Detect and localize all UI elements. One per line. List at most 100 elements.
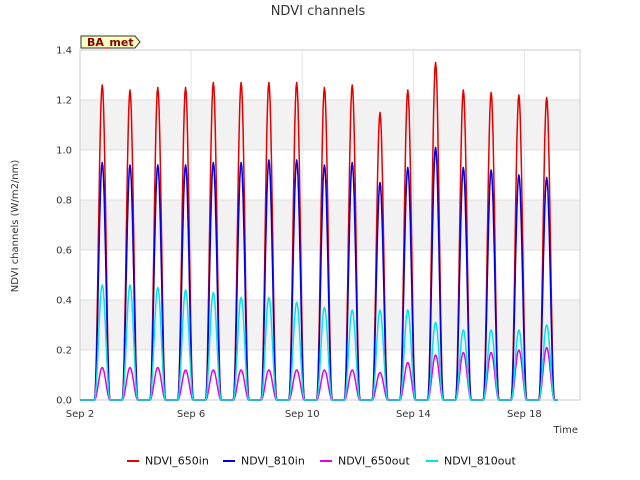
y-tick-label: 0.0 [56,396,72,407]
series-point [268,296,270,299]
series-point [296,369,298,371]
series-point [546,346,548,349]
x-tick-label: Sep 14 [396,409,431,420]
series-point [268,369,270,371]
series-point [323,86,326,89]
chart-title: NDVI channels [271,4,366,19]
series-point [462,166,464,169]
x-tick-label: Sep 6 [177,409,205,420]
series-point [101,161,103,164]
plot-band [80,50,580,100]
series-point [240,81,242,84]
series-point [268,81,270,84]
series-point [379,371,381,374]
plot-band [80,250,580,300]
series-point [184,289,187,291]
series-point [129,164,131,166]
legend-item: NDVI_650in [127,455,209,468]
series-point [434,354,437,356]
series-point [462,89,464,91]
y-tick-label: 1.2 [56,96,72,107]
series-point [407,361,409,364]
series-point [490,329,492,331]
plot-frame [79,49,581,401]
series-point [434,61,437,64]
x-axis-label: Time [553,425,578,436]
series-point [101,366,103,369]
series-point [407,309,409,311]
series-point [323,369,326,371]
series-point [518,349,520,351]
series-point [268,159,270,161]
series-point [184,86,187,89]
legend-item: NDVI_810in [223,455,305,468]
series-point [184,164,187,166]
series-point [351,309,353,311]
series-point [323,306,326,309]
legend-item: NDVI_650out [320,455,410,468]
series-point [296,81,298,84]
series-layer [80,61,558,401]
legend-label: NDVI_810in [241,455,305,468]
series-point [490,91,492,94]
series-point [240,161,242,164]
y-tick-label: 0.6 [56,246,72,257]
legend-label: NDVI_810out [444,455,516,468]
legend-label: NDVI_650out [338,455,410,468]
series-point [546,176,548,179]
series-point [101,84,103,86]
x-tick-label: Sep 10 [285,409,320,420]
x-tick-label: Sep 2 [66,409,94,420]
series-point [212,291,214,294]
y-axis-ticks: 0.0 0.2 0.4 0.6 0.8 1.0 1.2 1.4 [56,46,72,407]
y-tick-label: 0.2 [56,346,72,357]
series-point [546,96,548,99]
series-point [351,161,353,164]
series-point [434,146,437,149]
plot-band [80,150,580,200]
series-point [351,84,353,86]
series-point [434,321,437,324]
series-point [129,284,131,286]
y-tick-label: 1.4 [56,46,72,57]
series-point [462,351,464,354]
series-point [212,369,214,371]
legend-label: NDVI_650in [145,455,209,468]
x-tick-label: Sep 18 [507,409,542,420]
station-badge: BA_met [80,35,141,49]
series-point [240,369,242,371]
series-point [490,351,492,354]
series-point [462,329,464,331]
y-axis-label: NDVI channels (W/m2/nm) [10,160,21,293]
legend-item: NDVI_810out [426,455,516,468]
series-point [518,174,520,176]
station-badge-text: BA_met [87,36,134,49]
series-point [212,161,214,164]
series-point [407,89,409,91]
series-point [546,324,548,326]
series-point [157,86,159,89]
series-point [351,369,353,371]
series-point [212,81,214,84]
series-point [101,284,103,286]
y-tick-label: 0.8 [56,196,72,207]
series-point [129,366,131,369]
series-point [157,366,159,369]
series-point [240,296,242,299]
y-tick-label: 0.4 [56,296,72,307]
plot-band [80,200,580,250]
plot-band [80,100,580,150]
series-point [157,164,159,166]
series-point [407,166,409,169]
x-axis-ticks: Sep 2 Sep 6 Sep 10 Sep 14 Sep 18 [66,409,542,420]
series-point [184,369,187,371]
legend: NDVI_650in NDVI_810in NDVI_650out NDVI_810o… [127,455,516,468]
series-point [129,89,131,91]
series-point [518,94,520,96]
series-point [490,169,492,171]
series-point [296,301,298,304]
series-point [157,286,159,289]
series-point [518,329,520,331]
series-NDVI_810in [80,146,558,401]
